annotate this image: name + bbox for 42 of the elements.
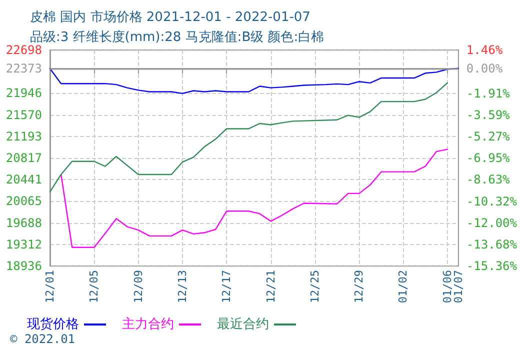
y-tick-label: 19688 (6, 216, 42, 230)
x-tick-label: 12/29 (352, 270, 366, 304)
x-tick-label: 01/07 (452, 270, 465, 304)
x-tick-label: 12/09 (132, 270, 145, 304)
y-tick-label: 20441 (6, 172, 42, 187)
y2-tick-label: -8.63% (466, 172, 511, 187)
y2-tick-label: -15.36% (466, 259, 518, 273)
y2-tick-label: -5.27% (466, 129, 511, 144)
x-tick-label: 12/05 (88, 270, 101, 304)
legend-label: 现货价格 (27, 317, 79, 332)
x-tick-label: 01/02 (396, 270, 410, 304)
y-tick-label: 20065 (6, 194, 42, 208)
text: © 2022.01 (10, 332, 76, 346)
legend-label: 最近合约 (217, 317, 269, 332)
x-tick-label: 12/25 (308, 270, 322, 304)
x-tick-label: 12/21 (264, 270, 278, 304)
y-tick-label: 22373 (6, 62, 42, 76)
y-tick-label: 21570 (6, 108, 42, 122)
y2-tick-label: -6.95% (466, 151, 511, 165)
line-series (49, 68, 460, 94)
y-tick-label: 19312 (6, 237, 42, 252)
y-tick-label: 20817 (6, 151, 42, 165)
y-tick-label: 22698 (6, 43, 42, 57)
line-series (49, 82, 448, 192)
y2-tick-label: -1.91% (466, 86, 511, 100)
y2-tick-label: -10.32% (466, 194, 518, 208)
y2-tick-label: -3.59% (466, 108, 511, 122)
legend-label: 主力合约 (122, 316, 174, 332)
y2-tick-label: 1.46% (466, 43, 504, 57)
y-tick-label: 18936 (6, 259, 42, 273)
y2-tick-label: -13.68% (466, 237, 518, 252)
x-tick-label: 01/06 (440, 270, 454, 304)
x-tick-label: 12/17 (220, 270, 234, 304)
y-tick-label: 21193 (6, 129, 42, 144)
chart-title: 皮棉 国内 市场价格 2021-12-01 - 2022-01-07 (30, 10, 310, 25)
x-tick-label: 12/13 (176, 270, 189, 304)
y2-tick-label: 0.00% (466, 62, 504, 76)
y2-tick-label: -12.00% (466, 216, 518, 230)
chart-subtitle: 品级:3 纤维长度(mm):28 马克隆值:B级 颜色:白棉 (30, 29, 324, 45)
line-series (60, 148, 448, 248)
y-tick-label: 21946 (6, 86, 42, 100)
x-tick-label: 12/01 (44, 270, 56, 304)
